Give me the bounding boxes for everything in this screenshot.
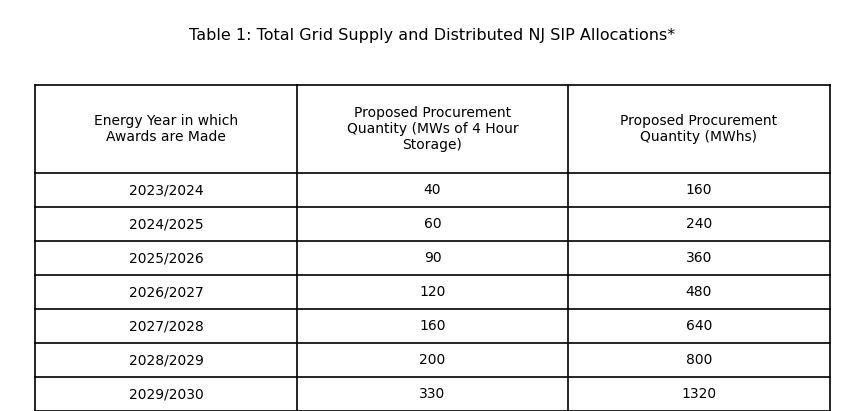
Text: 360: 360 bbox=[686, 251, 712, 265]
Text: 240: 240 bbox=[686, 217, 712, 231]
Text: 160: 160 bbox=[420, 319, 445, 333]
Text: 2028/2029: 2028/2029 bbox=[129, 353, 203, 367]
Text: 90: 90 bbox=[424, 251, 441, 265]
Text: 2023/2024: 2023/2024 bbox=[129, 183, 203, 197]
Text: 2024/2025: 2024/2025 bbox=[129, 217, 203, 231]
Text: 40: 40 bbox=[424, 183, 441, 197]
Text: Proposed Procurement
Quantity (MWhs): Proposed Procurement Quantity (MWhs) bbox=[620, 114, 778, 144]
Text: 2026/2027: 2026/2027 bbox=[129, 285, 203, 299]
Text: 1320: 1320 bbox=[682, 387, 716, 401]
Text: 120: 120 bbox=[420, 285, 445, 299]
Text: Table 1: Total Grid Supply and Distributed NJ SIP Allocations*: Table 1: Total Grid Supply and Distribut… bbox=[189, 28, 676, 43]
Text: 480: 480 bbox=[686, 285, 712, 299]
Text: 200: 200 bbox=[420, 353, 445, 367]
Text: Energy Year in which
Awards are Made: Energy Year in which Awards are Made bbox=[94, 114, 238, 144]
Text: 330: 330 bbox=[420, 387, 445, 401]
Text: 2029/2030: 2029/2030 bbox=[129, 387, 203, 401]
Text: 2027/2028: 2027/2028 bbox=[129, 319, 203, 333]
Text: 2025/2026: 2025/2026 bbox=[129, 251, 203, 265]
Text: 640: 640 bbox=[686, 319, 712, 333]
Text: 800: 800 bbox=[686, 353, 712, 367]
Text: Proposed Procurement
Quantity (MWs of 4 Hour
Storage): Proposed Procurement Quantity (MWs of 4 … bbox=[347, 106, 518, 152]
Text: 160: 160 bbox=[686, 183, 712, 197]
Text: 60: 60 bbox=[424, 217, 441, 231]
